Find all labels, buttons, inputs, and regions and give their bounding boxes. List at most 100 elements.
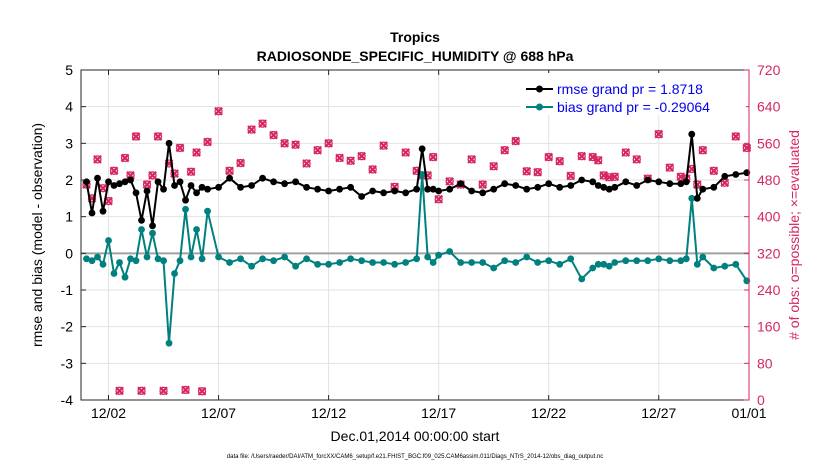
obs-evaluated-stroke — [203, 137, 212, 147]
obs-evaluated-marker — [610, 172, 620, 182]
obs-evaluated-marker — [621, 148, 631, 157]
rmse-marker — [655, 178, 663, 186]
rmse-marker — [600, 183, 608, 191]
obs-evaluated-marker — [544, 152, 554, 162]
x-axis-label: Dec.01,2014 00:00:00 start — [331, 428, 500, 444]
obs-evaluated-stroke — [269, 130, 278, 140]
obs-possible-marker — [203, 137, 212, 147]
y-right-tick-label: 480 — [757, 172, 781, 188]
bias-marker — [732, 260, 740, 268]
obs-evaluated-stroke — [98, 183, 108, 193]
bias-marker — [132, 257, 140, 265]
obs-evaluated-marker — [291, 140, 300, 150]
bias-marker — [347, 255, 355, 263]
rmse-marker — [281, 180, 288, 188]
rmse-marker — [594, 182, 602, 189]
obs-evaluated-marker — [98, 183, 108, 193]
bias-marker — [710, 264, 718, 272]
obs-evaluated-stroke — [131, 132, 141, 141]
rmse-marker — [556, 183, 564, 191]
rmse-marker — [160, 185, 167, 193]
obs-evaluated-marker — [379, 141, 389, 151]
obs-evaluated-stroke — [522, 166, 532, 176]
bias-marker — [160, 257, 167, 265]
obs-possible-marker — [197, 387, 207, 396]
obs-evaluated-stroke — [175, 143, 185, 153]
obs-evaluated-stroke — [357, 151, 367, 161]
obs-evaluated-marker — [654, 129, 664, 139]
rmse-marker — [446, 185, 454, 193]
obs-evaluated-stroke — [698, 145, 708, 155]
obs-possible-marker — [247, 125, 256, 134]
rmse-marker — [171, 182, 178, 189]
obs-evaluated-stroke — [489, 161, 499, 171]
rmse-marker — [380, 189, 388, 197]
rmse-marker — [83, 178, 90, 186]
rmse-marker — [429, 185, 437, 193]
obs-possible-marker — [654, 130, 663, 139]
obs-possible-marker — [120, 153, 130, 163]
obs-evaluated-marker — [533, 167, 543, 177]
bias-marker — [325, 260, 333, 268]
obs-evaluated-marker — [577, 151, 587, 161]
obs-evaluated-stroke — [577, 151, 587, 161]
rmse-marker — [693, 194, 701, 202]
rmse-marker — [215, 183, 222, 191]
obs-evaluated-stroke — [555, 156, 565, 166]
obs-evaluated-marker — [434, 194, 444, 204]
rmse-marker — [677, 180, 685, 188]
obs-possible-marker — [434, 195, 443, 204]
bias-marker — [693, 260, 701, 268]
y-tick-label: -4 — [61, 392, 74, 408]
obs-evaluated-stroke — [142, 180, 152, 189]
rmse-marker — [176, 178, 184, 186]
obs-possible-marker — [280, 139, 289, 148]
rmse-marker — [99, 207, 107, 215]
rmse-marker — [578, 176, 586, 184]
obs-evaluated-stroke — [731, 132, 741, 141]
bias-marker — [154, 255, 162, 263]
y-right-tick-label: 560 — [757, 135, 781, 151]
obs-evaluated-marker — [214, 106, 223, 116]
obs-evaluated-stroke — [115, 386, 124, 396]
bias-marker — [666, 257, 674, 265]
rmse-marker — [110, 182, 118, 189]
bias-marker — [578, 275, 586, 283]
obs-possible-marker — [555, 157, 564, 166]
plot-area — [81, 70, 749, 400]
obs-evaluated-stroke — [159, 386, 168, 396]
bias-marker — [633, 257, 641, 265]
obs-possible-marker — [489, 162, 498, 171]
obs-evaluated-marker — [175, 143, 185, 153]
obs-evaluated-stroke — [346, 156, 355, 166]
bias-marker — [176, 257, 184, 265]
obs-possible-marker — [170, 169, 179, 178]
obs-evaluated-marker — [142, 180, 152, 189]
obs-evaluated-stroke — [599, 171, 609, 180]
obs-evaluated-marker — [137, 386, 146, 396]
bias-marker — [611, 259, 619, 266]
obs-possible-marker — [511, 136, 520, 146]
obs-evaluated-marker — [692, 180, 702, 189]
obs-evaluated-marker — [159, 386, 168, 396]
obs-evaluated-stroke — [324, 138, 333, 148]
obs-evaluated-marker — [313, 145, 322, 155]
obs-possible-marker — [544, 152, 553, 162]
obs-possible-marker — [159, 386, 168, 395]
obs-evaluated-marker — [555, 156, 565, 166]
rmse-marker — [545, 180, 553, 188]
bias-marker — [198, 255, 206, 263]
rmse-marker — [116, 180, 123, 188]
rmse-marker — [132, 189, 140, 197]
rmse-marker — [413, 185, 421, 193]
bias-marker — [622, 257, 630, 265]
rmse-marker — [534, 183, 542, 191]
bias-marker — [182, 205, 189, 213]
obs-evaluated-marker — [401, 148, 411, 157]
obs-evaluated-marker — [566, 171, 576, 181]
bias-marker — [600, 260, 608, 268]
obs-evaluated-marker — [368, 165, 378, 174]
bias-marker — [721, 262, 729, 270]
obs-evaluated-marker — [131, 132, 141, 141]
